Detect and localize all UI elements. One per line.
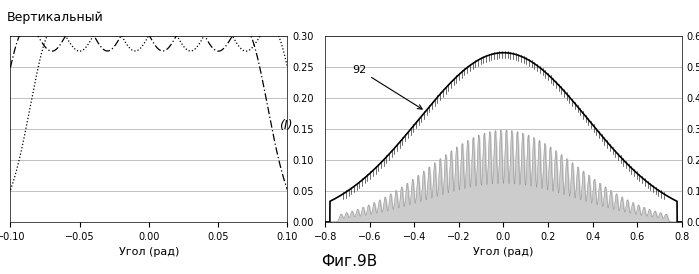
Text: 92: 92 xyxy=(352,65,422,109)
X-axis label: Угол (рад): Угол (рад) xyxy=(119,247,179,257)
X-axis label: Угол (рад): Угол (рад) xyxy=(473,247,533,257)
Text: Фиг.9В: Фиг.9В xyxy=(322,253,377,269)
Text: (I): (I) xyxy=(279,119,293,132)
Text: Вертикальный: Вертикальный xyxy=(7,11,103,24)
